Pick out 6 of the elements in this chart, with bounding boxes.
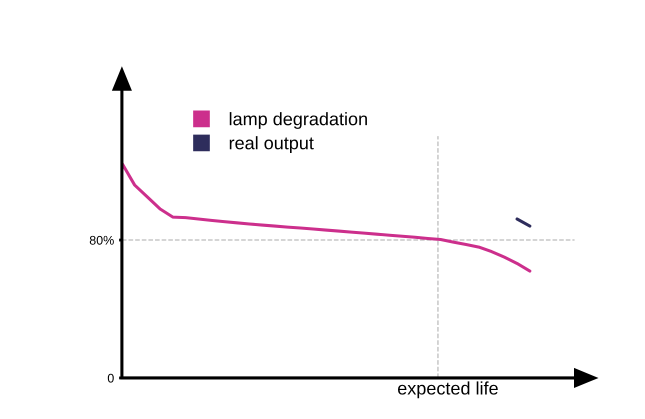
y-tick-label: 80%: [90, 236, 114, 245]
x-axis-title: expected life: [398, 381, 498, 398]
line-series: [122, 162, 532, 273]
legend-label: real output: [230, 136, 314, 153]
y-tick-label: 0: [108, 374, 114, 383]
legend-label: lamp degradation: [230, 112, 367, 129]
